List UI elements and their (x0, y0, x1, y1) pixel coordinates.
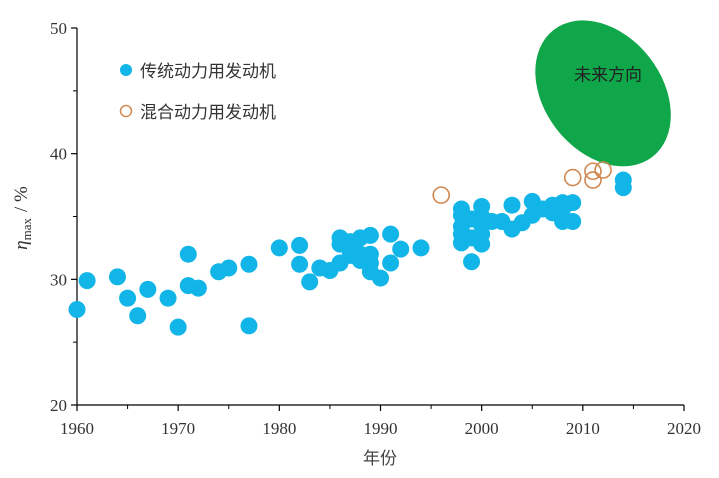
conventional-engine-point (270, 239, 288, 257)
conventional-engine-point (473, 235, 491, 253)
x-tick-label: 1970 (161, 419, 195, 438)
conventional-engine-point (159, 289, 177, 307)
y-axis-subscript: max (19, 218, 34, 241)
annotations: 未来方向 (535, 20, 671, 167)
x-tick-label: 2000 (465, 419, 499, 438)
conventional-engine-point (119, 289, 137, 307)
y-tick-label: 20 (50, 396, 67, 415)
x-tick-label: 2010 (566, 419, 600, 438)
legend: 传统动力用发动机 混合动力用发动机 (119, 62, 276, 123)
conventional-engine-point (240, 317, 258, 335)
hybrid-engine-point (432, 186, 451, 204)
conventional-engine-point (564, 213, 582, 231)
x-axis-ticks: 1960 1970 1980 1990 2000 2010 2020 (60, 405, 701, 438)
conventional-engine-point (169, 318, 187, 336)
conventional-engine-point (179, 245, 197, 263)
y-tick-label: 30 (50, 270, 67, 289)
conventional-engine-point (301, 273, 319, 291)
y-tick-label: 40 (50, 145, 67, 164)
x-tick-label: 2020 (667, 419, 701, 438)
legend-marker-conventional (120, 64, 132, 76)
hybrid-engine-point (594, 161, 612, 179)
conventional-engine-point (139, 280, 157, 298)
conventional-engine-point (108, 268, 126, 286)
legend-marker-hybrid (119, 104, 133, 118)
conventional-engine-point (503, 196, 521, 214)
conventional-engine-point (291, 236, 309, 254)
conventional-engine-point (412, 239, 430, 257)
x-tick-label: 1990 (364, 419, 398, 438)
y-axis-unit: / % (11, 186, 32, 212)
x-tick-label: 1960 (60, 419, 94, 438)
conventional-engine-point (189, 279, 207, 297)
conventional-engine-point (614, 179, 632, 197)
conventional-engine-point (382, 254, 400, 272)
conventional-engine-point (78, 272, 96, 290)
conventional-engine-point (564, 194, 582, 212)
y-axis-title: ηmax / % (11, 186, 34, 250)
conventional-engine-point (220, 259, 238, 277)
conventional-engine-point (240, 255, 258, 273)
hybrid-engine-point (584, 162, 602, 181)
conventional-engine-point (463, 253, 481, 271)
x-axis-title: 年份 (363, 449, 397, 469)
future-direction-ellipse (535, 20, 671, 167)
conventional-engine-point (68, 300, 86, 318)
conventional-engine-point (382, 225, 400, 243)
hybrid-engine-point (563, 168, 582, 187)
conventional-engine-point (372, 269, 389, 287)
conventional-engine-point (291, 255, 309, 273)
hybrid-engine-point (584, 171, 602, 189)
conventional-engine-point (361, 226, 379, 244)
future-direction-label: 未来方向 (574, 65, 642, 85)
conventional-engine-point (129, 307, 147, 325)
y-tick-label: 50 (50, 19, 67, 38)
y-axis-ticks: 20 30 40 50 (50, 19, 77, 415)
legend-label-hybrid: 混合动力用发动机 (140, 103, 276, 123)
legend-label-conventional: 传统动力用发动机 (140, 62, 276, 82)
conventional-engine-point (392, 240, 410, 258)
x-tick-label: 1980 (262, 419, 296, 438)
data-points (68, 161, 632, 336)
y-axis-symbol: η (11, 240, 32, 249)
